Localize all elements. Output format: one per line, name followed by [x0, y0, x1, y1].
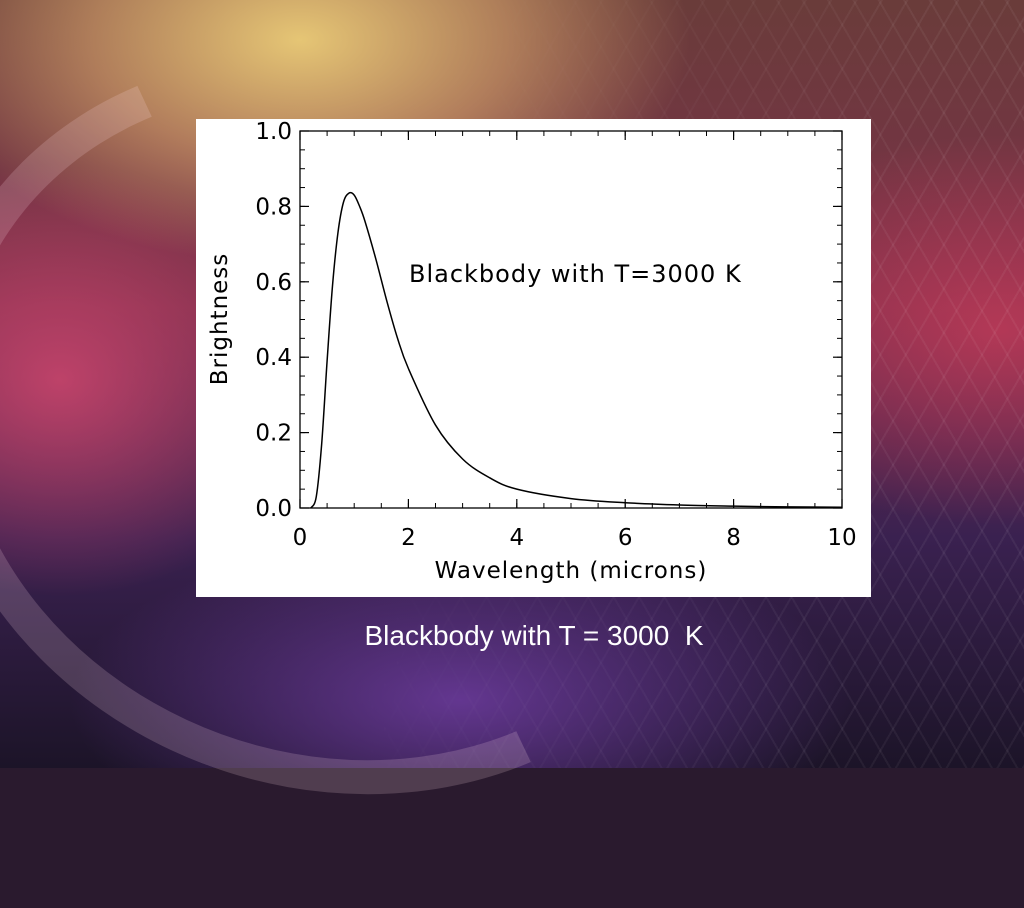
x-tick-label: 8 — [726, 525, 741, 551]
y-tick-labels: 0.0 0.2 0.4 0.6 0.8 1.0 — [255, 119, 292, 522]
x-tick-label: 10 — [827, 525, 856, 551]
x-tick-labels: 0 2 4 6 8 10 — [293, 525, 857, 551]
y-axis-label: Brightness — [207, 253, 233, 386]
series-line — [310, 191, 843, 509]
slide-caption: Blackbody with T = 3000 K — [364, 620, 704, 651]
axis-ticks — [299, 130, 843, 509]
x-axis-label: Wavelength (microns) — [435, 558, 708, 584]
x-tick-label: 4 — [509, 525, 524, 551]
y-tick-label: 0.4 — [255, 345, 292, 371]
x-tick-label: 6 — [618, 525, 633, 551]
y-tick-label: 1.0 — [255, 119, 292, 145]
chart-panel: 0 2 4 6 8 10 0.0 0.2 0.4 0.6 0.8 1.0 Blackbody wit… — [196, 119, 871, 597]
y-tick-label: 0.2 — [255, 421, 292, 447]
chart-annotation: Blackbody with T=3000 K — [409, 260, 742, 288]
y-tick-label: 0.6 — [255, 270, 292, 296]
y-tick-label: 0.0 — [255, 496, 292, 522]
blackbody-chart: 0 2 4 6 8 10 0.0 0.2 0.4 0.6 0.8 1.0 Blackbody wit… — [207, 119, 857, 584]
x-tick-label: 0 — [293, 525, 308, 551]
plot-frame — [299, 130, 843, 509]
x-tick-label: 2 — [401, 525, 416, 551]
y-tick-label: 0.8 — [255, 194, 292, 220]
